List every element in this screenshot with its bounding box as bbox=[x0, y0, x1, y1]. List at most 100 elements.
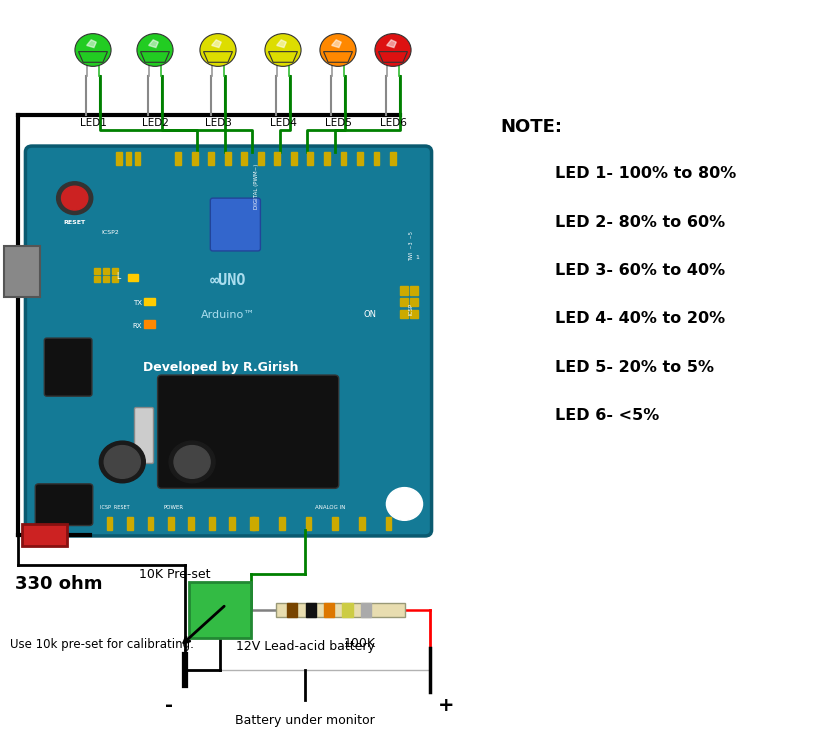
Text: -: - bbox=[164, 696, 172, 715]
Polygon shape bbox=[149, 40, 158, 48]
Bar bbox=[401, 298, 408, 307]
Bar bbox=[209, 152, 214, 165]
Text: ICSP  RESET: ICSP RESET bbox=[99, 505, 130, 510]
Bar bbox=[279, 516, 285, 530]
Polygon shape bbox=[323, 51, 352, 62]
Bar bbox=[410, 286, 418, 295]
Bar bbox=[274, 152, 280, 165]
Bar bbox=[117, 152, 122, 165]
Polygon shape bbox=[212, 40, 221, 48]
Text: LED 5- 20% to 5%: LED 5- 20% to 5% bbox=[555, 360, 714, 375]
Text: 330 ohm: 330 ohm bbox=[15, 575, 103, 593]
Text: LED 6- <5%: LED 6- <5% bbox=[555, 408, 659, 423]
Text: LED 3- 60% to 40%: LED 3- 60% to 40% bbox=[555, 263, 725, 278]
Text: 10K Pre-set: 10K Pre-set bbox=[140, 568, 211, 581]
Text: LED2: LED2 bbox=[141, 118, 168, 128]
Text: Arduino™: Arduino™ bbox=[201, 310, 255, 319]
Bar bbox=[258, 152, 264, 165]
Bar bbox=[225, 152, 231, 165]
Circle shape bbox=[387, 487, 423, 520]
Bar bbox=[168, 516, 174, 530]
Text: ANALOG IN: ANALOG IN bbox=[315, 505, 346, 510]
Bar bbox=[276, 603, 405, 617]
Circle shape bbox=[169, 441, 215, 483]
Bar bbox=[359, 516, 365, 530]
Text: +: + bbox=[438, 696, 455, 715]
Bar bbox=[401, 286, 408, 295]
Bar bbox=[342, 603, 352, 617]
Bar bbox=[148, 516, 154, 530]
Bar bbox=[209, 516, 214, 530]
Text: ICSP: ICSP bbox=[409, 303, 414, 315]
Text: TWI  ~3  ~5: TWI ~3 ~5 bbox=[409, 231, 414, 261]
Bar bbox=[333, 516, 338, 530]
Circle shape bbox=[57, 182, 93, 214]
Text: RX: RX bbox=[132, 323, 142, 329]
Circle shape bbox=[174, 446, 210, 478]
Text: L: L bbox=[117, 272, 121, 281]
Bar bbox=[357, 152, 363, 165]
Bar bbox=[308, 152, 314, 165]
Polygon shape bbox=[140, 51, 169, 62]
Text: ON: ON bbox=[364, 310, 377, 319]
Bar bbox=[176, 152, 181, 165]
Text: LED3: LED3 bbox=[204, 118, 232, 128]
Text: LED 2- 80% to 60%: LED 2- 80% to 60% bbox=[555, 215, 725, 230]
Text: TX: TX bbox=[133, 300, 142, 307]
Polygon shape bbox=[268, 51, 297, 62]
Bar bbox=[374, 152, 379, 165]
Circle shape bbox=[200, 33, 236, 66]
Text: LED1: LED1 bbox=[80, 118, 107, 128]
Bar bbox=[189, 582, 251, 638]
Polygon shape bbox=[277, 40, 287, 48]
Bar bbox=[94, 268, 100, 274]
Text: 12V Lead-acid battery: 12V Lead-acid battery bbox=[236, 640, 374, 653]
Text: LED4: LED4 bbox=[269, 118, 296, 128]
Circle shape bbox=[137, 33, 173, 66]
Bar bbox=[287, 603, 297, 617]
Text: ICSP2: ICSP2 bbox=[101, 230, 119, 235]
Bar bbox=[229, 516, 235, 530]
Polygon shape bbox=[87, 40, 96, 48]
Polygon shape bbox=[79, 51, 108, 62]
FancyBboxPatch shape bbox=[135, 408, 154, 464]
Text: LED6: LED6 bbox=[379, 118, 406, 128]
Polygon shape bbox=[332, 40, 342, 48]
Text: RESET: RESET bbox=[64, 220, 85, 225]
Bar bbox=[188, 516, 194, 530]
Bar bbox=[360, 603, 371, 617]
Circle shape bbox=[99, 441, 145, 483]
Text: POWER: POWER bbox=[163, 505, 184, 510]
Text: LED5: LED5 bbox=[324, 118, 351, 128]
Circle shape bbox=[62, 186, 88, 210]
Polygon shape bbox=[387, 40, 397, 48]
Bar bbox=[128, 274, 138, 281]
Bar bbox=[103, 268, 109, 274]
FancyBboxPatch shape bbox=[25, 146, 432, 536]
Bar bbox=[94, 276, 100, 282]
Bar bbox=[144, 320, 154, 327]
Circle shape bbox=[265, 33, 301, 66]
Polygon shape bbox=[204, 51, 232, 62]
Bar bbox=[112, 276, 118, 282]
Bar bbox=[390, 152, 396, 165]
Text: Developed by R.Girish: Developed by R.Girish bbox=[143, 361, 298, 374]
Bar bbox=[410, 298, 418, 307]
Circle shape bbox=[104, 446, 140, 478]
Circle shape bbox=[75, 33, 111, 66]
Bar bbox=[135, 152, 140, 165]
Bar bbox=[144, 298, 154, 305]
Text: NOTE:: NOTE: bbox=[500, 118, 562, 136]
Text: LED 4- 40% to 20%: LED 4- 40% to 20% bbox=[555, 312, 725, 327]
Bar bbox=[112, 268, 118, 274]
Bar bbox=[22, 524, 67, 546]
Bar bbox=[305, 603, 316, 617]
Text: Battery under monitor: Battery under monitor bbox=[235, 714, 375, 727]
Bar bbox=[103, 276, 109, 282]
Circle shape bbox=[320, 33, 356, 66]
Text: 100K: 100K bbox=[344, 637, 376, 650]
Circle shape bbox=[375, 33, 411, 66]
FancyBboxPatch shape bbox=[158, 375, 339, 488]
FancyBboxPatch shape bbox=[210, 198, 260, 251]
Bar bbox=[252, 516, 258, 530]
